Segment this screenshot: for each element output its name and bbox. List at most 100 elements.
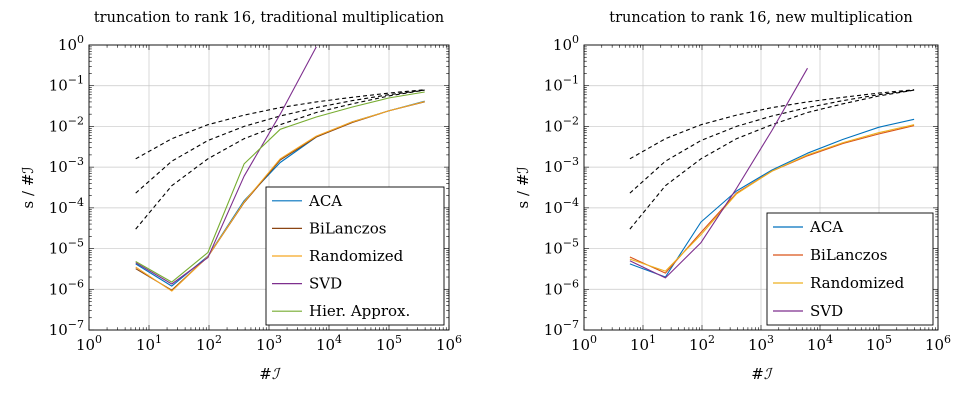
tick-exponent: 1 <box>649 333 656 346</box>
series-line-randomized <box>629 124 915 272</box>
legend-label: BiLanczos <box>810 246 887 264</box>
y-tick-label: 10−5 <box>49 237 84 258</box>
legend: ACA BiLanczos Randomized SVD Hier. Approx. <box>265 186 445 326</box>
tick-base: 10 <box>256 336 275 354</box>
tick-exponent: 0 <box>590 333 597 346</box>
tick-base: 10 <box>376 336 395 354</box>
tick-exponent: 2 <box>708 333 715 346</box>
y-axis-label: s / #ℐ <box>514 167 532 209</box>
tick-base: 10 <box>807 336 826 354</box>
reference-dashed-line <box>135 89 425 160</box>
y-tick-label: 10−2 <box>49 114 84 135</box>
x-tick-label: 103 <box>256 333 282 354</box>
x-tick-label: 106 <box>925 333 951 354</box>
x-tick-label: 100 <box>76 333 102 354</box>
y-tick-label: 100 <box>553 33 579 54</box>
tick-exponent: 5 <box>885 333 892 346</box>
x-axis-label: #ℐ <box>751 365 774 383</box>
y-tick-label: 100 <box>58 33 84 54</box>
tick-base: 10 <box>196 336 215 354</box>
tick-base: 10 <box>553 36 572 54</box>
x-tick-label: 103 <box>748 333 774 354</box>
series-line-svd <box>135 46 317 285</box>
legend-label: Hier. Approx. <box>309 302 410 320</box>
tick-exponent: 5 <box>395 333 402 346</box>
tick-exponent: −1 <box>68 74 84 87</box>
tick-base: 10 <box>544 117 563 135</box>
tick-base: 10 <box>689 336 708 354</box>
legend-label: Randomized <box>309 247 404 265</box>
tick-base: 10 <box>49 280 68 298</box>
tick-exponent: 6 <box>455 333 462 346</box>
reference-dashed-line <box>629 89 915 160</box>
legend-label: Randomized <box>810 274 905 292</box>
tick-base: 10 <box>316 336 335 354</box>
tick-exponent: 1 <box>155 333 162 346</box>
tick-exponent: 4 <box>335 333 342 346</box>
y-tick-label: 10−4 <box>544 196 579 217</box>
tick-exponent: −7 <box>563 318 579 331</box>
tick-exponent: 0 <box>95 333 102 346</box>
tick-exponent: −5 <box>563 237 579 250</box>
tick-exponent: −2 <box>563 114 579 127</box>
tick-exponent: −3 <box>68 155 84 168</box>
tick-base: 10 <box>630 336 649 354</box>
x-tick-label: 105 <box>866 333 892 354</box>
series-line-svd <box>629 67 808 279</box>
reference-dashed-line <box>135 89 425 230</box>
tick-exponent: 2 <box>215 333 222 346</box>
y-tick-label: 10−3 <box>49 155 84 176</box>
legend-label: ACA <box>308 192 342 210</box>
tick-base: 10 <box>748 336 767 354</box>
y-tick-label: 10−1 <box>49 74 84 95</box>
x-tick-label: 105 <box>376 333 402 354</box>
reference-dashed-line <box>629 89 915 194</box>
legend-label: SVD <box>810 302 843 320</box>
x-axis-label: #ℐ <box>259 365 282 383</box>
tick-exponent: −5 <box>68 237 84 250</box>
y-tick-label: 10−7 <box>544 318 579 339</box>
tick-base: 10 <box>136 336 155 354</box>
x-tick-label: 101 <box>630 333 656 354</box>
tick-base: 10 <box>49 77 68 95</box>
series-group <box>629 67 915 279</box>
tick-base: 10 <box>544 77 563 95</box>
y-tick-label: 10−2 <box>544 114 579 135</box>
tick-base: 10 <box>49 321 68 339</box>
tick-base: 10 <box>544 199 563 217</box>
tick-exponent: −6 <box>563 277 579 290</box>
tick-base: 10 <box>49 199 68 217</box>
reference-dashed-line <box>135 89 425 194</box>
y-tick-label: 10−6 <box>49 277 84 298</box>
legend-label: SVD <box>309 275 342 293</box>
tick-exponent: −6 <box>68 277 84 290</box>
y-tick-label: 10−1 <box>544 74 579 95</box>
tick-base: 10 <box>544 321 563 339</box>
tick-exponent: −3 <box>563 155 579 168</box>
x-tick-label: 100 <box>571 333 597 354</box>
tick-exponent: 0 <box>77 33 84 46</box>
tick-exponent: −7 <box>68 318 84 331</box>
tick-base: 10 <box>58 36 77 54</box>
tick-exponent: −4 <box>68 196 84 209</box>
tick-base: 10 <box>925 336 944 354</box>
y-tick-label: 10−7 <box>49 318 84 339</box>
x-tick-label: 106 <box>436 333 462 354</box>
legend: ACA BiLanczos Randomized SVD <box>766 212 934 326</box>
tick-base: 10 <box>571 336 590 354</box>
x-tick-label: 101 <box>136 333 162 354</box>
y-tick-label: 10−5 <box>544 237 579 258</box>
series-group <box>135 46 425 292</box>
y-tick-label: 10−6 <box>544 277 579 298</box>
tick-base: 10 <box>49 240 68 258</box>
tick-base: 10 <box>436 336 455 354</box>
y-axis-label: s / #ℐ <box>19 167 37 209</box>
tick-base: 10 <box>76 336 95 354</box>
x-tick-label: 104 <box>316 333 342 354</box>
chart-panel-1: 100 101 102 103 104 105 10610−710−610−510−410−… <box>19 10 462 383</box>
x-tick-label: 102 <box>196 333 222 354</box>
tick-base: 10 <box>866 336 885 354</box>
y-tick-label: 10−3 <box>544 155 579 176</box>
